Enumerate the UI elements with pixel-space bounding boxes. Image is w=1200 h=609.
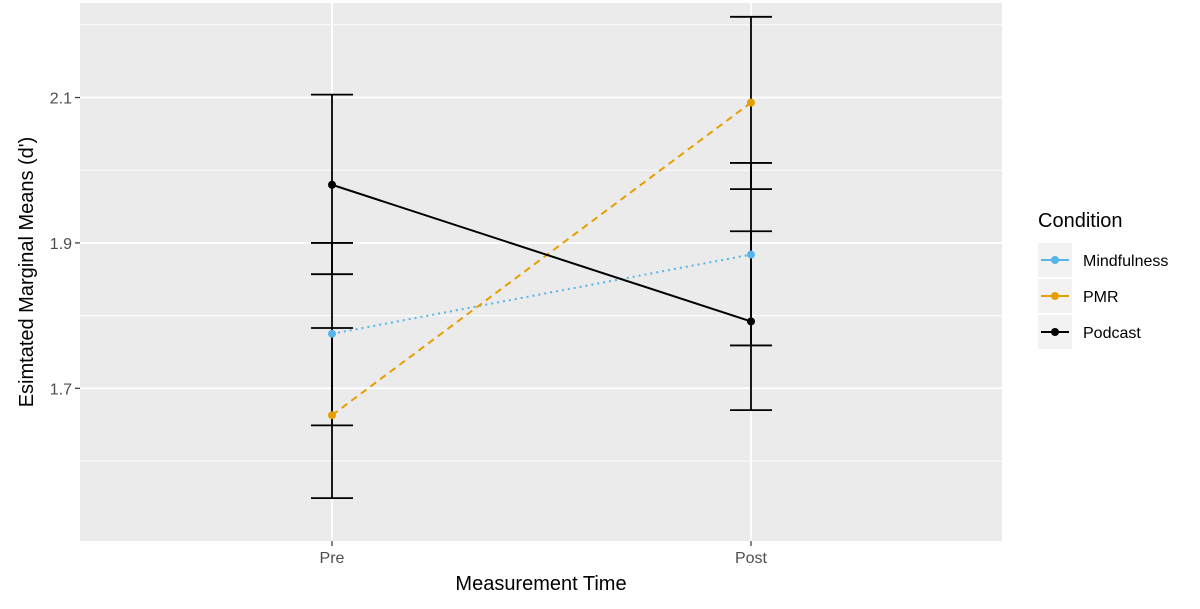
point-mindfulness-pre [328,329,336,338]
point-pmr-pre [328,411,336,420]
legend-item-podcast: Podcast [1038,315,1141,349]
legend-key-point [1051,292,1059,300]
y-tick-label: 1.7 [50,381,72,398]
legend-label: Podcast [1083,325,1141,342]
series-line-pmr [331,101,752,417]
y-tick-label: 1.9 [50,236,72,253]
series-line-mindfulness [331,253,752,335]
legend-title: Condition [1038,210,1123,232]
y-tick-label: 2.1 [50,91,72,108]
legend-key-point [1051,328,1059,336]
axis-ticks: 1.7 1.9 2.1 Pre Post [50,91,768,567]
point-podcast-pre [328,180,336,189]
y-axis-title: Esimtated Marginal Means (d') [16,137,38,408]
x-tick-label-post: Post [735,550,768,567]
legend-key-point [1051,256,1059,264]
legend-item-mindfulness: Mindfulness [1038,243,1168,277]
x-tick-label-pre: Pre [320,550,345,567]
legend-label: PMR [1083,289,1119,306]
plot-panel [80,3,1002,541]
series-line-podcast [331,183,752,323]
point-podcast-post [747,317,755,326]
legend-item-pmr: PMR [1038,279,1119,313]
point-pmr-post [747,98,755,107]
legend-label: Mindfulness [1083,253,1168,270]
x-axis-title: Measurement Time [455,573,626,595]
point-mindfulness-post [747,250,755,259]
legend: Condition Mindfulness PMR Podcast [1038,210,1168,349]
series-group [311,15,772,500]
legend-items: Mindfulness PMR Podcast [1038,243,1168,349]
